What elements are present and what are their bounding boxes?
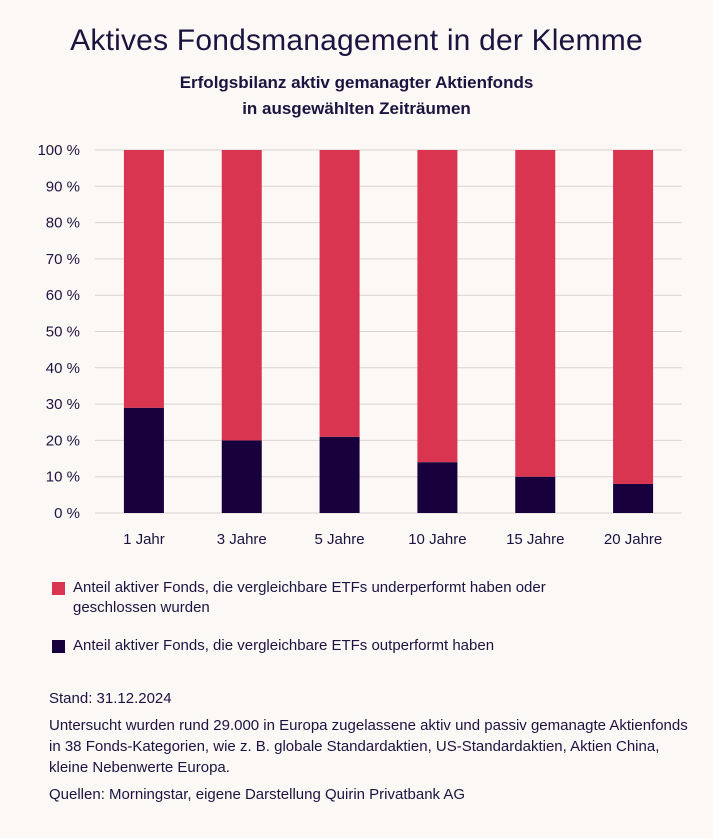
legend-item-outperform: Anteil aktiver Fonds, die vergleichbare … [52, 636, 603, 656]
x-tick-label: 15 Jahre [506, 531, 564, 548]
x-tick-label: 10 Jahre [408, 531, 466, 548]
bar-outperform [417, 462, 458, 513]
legend-swatch-outperform [52, 640, 65, 653]
x-tick-label: 3 Jahre [217, 531, 267, 548]
footnotes: Stand: 31.12.2024 Untersucht wurden rund… [49, 688, 689, 811]
y-tick-label: 70 % [46, 251, 80, 268]
bar-underperform [221, 150, 262, 441]
y-tick-label: 50 % [46, 324, 80, 341]
y-axis-labels: 0 % 10 % 20 % 30 % 40 % 50 % 60 % 70 % 80 % 90 % 1… [37, 142, 80, 522]
bar-outperform [221, 440, 262, 513]
bar-underperform [515, 150, 556, 477]
y-tick-label: 90 % [46, 178, 80, 195]
y-tick-label: 20 % [46, 432, 80, 449]
y-tick-label: 40 % [46, 360, 80, 377]
bars [123, 150, 654, 513]
subtitle-line-1: Erfolgsbilanz aktiv gemanagter Aktienfon… [179, 73, 534, 92]
legend-item-underperform: Anteil aktiver Fonds, die vergleichbare … [52, 578, 603, 618]
legend-swatch-underperform [52, 582, 65, 595]
chart-subtitle: Erfolgsbilanz aktiv gemanagter Aktienfon… [0, 70, 713, 122]
x-tick-label: 20 Jahre [604, 531, 662, 548]
y-tick-label: 10 % [46, 469, 80, 486]
x-axis-labels: 1 Jahr 3 Jahre 5 Jahre 10 Jahre 15 Jahre 20 J… [123, 531, 662, 548]
x-tick-label: 1 Jahr [123, 531, 165, 548]
bar-underperform [417, 150, 458, 463]
stacked-bar-chart: 0 % 10 % 20 % 30 % 40 % 50 % 60 % 70 % 80 % 90 % 1… [37, 142, 682, 548]
legend-label-outperform: Anteil aktiver Fonds, die vergleichbare … [73, 637, 495, 654]
bar-underperform [319, 150, 360, 437]
y-tick-label: 0 % [54, 505, 80, 522]
y-tick-label: 60 % [46, 287, 80, 304]
x-tick-label: 5 Jahre [315, 531, 365, 548]
subtitle-line-2: in ausgewählten Zeiträumen [242, 99, 471, 118]
sources-note: Quellen: Morningstar, eigene Darstellung… [49, 786, 466, 803]
method-note: Untersucht wurden rund 29.000 in Europa … [49, 717, 688, 776]
gridlines [95, 149, 682, 514]
bar-underperform [613, 150, 654, 484]
y-tick-label: 100 % [37, 142, 80, 159]
bar-outperform [319, 436, 360, 513]
bar-outperform [515, 476, 556, 513]
stand-date: Stand: 31.12.2024 [49, 690, 172, 707]
bar-outperform [613, 483, 654, 513]
y-tick-label: 30 % [46, 396, 80, 413]
chart-title: Aktives Fondsmanagement in der Klemme [70, 24, 643, 57]
bar-outperform [123, 407, 164, 513]
y-tick-label: 80 % [46, 215, 80, 232]
bar-underperform [123, 150, 164, 408]
legend-label-underperform: Anteil aktiver Fonds, die vergleichbare … [73, 579, 546, 616]
